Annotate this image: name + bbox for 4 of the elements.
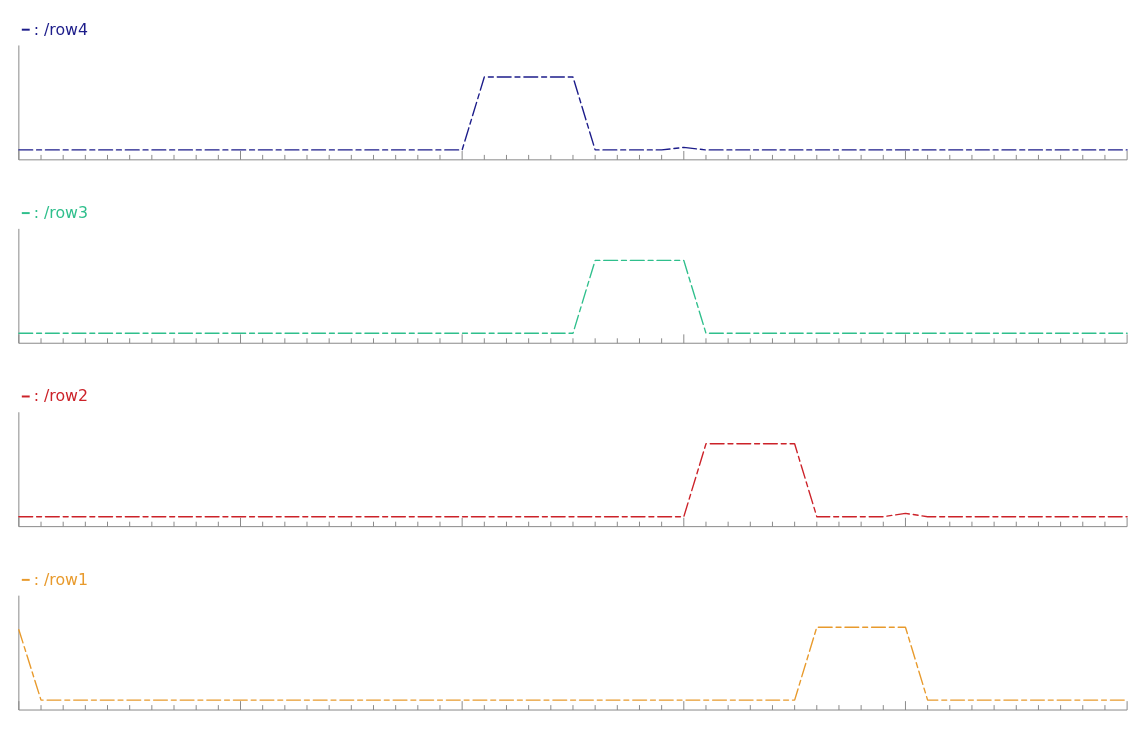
legend-label: : /row1 xyxy=(33,569,88,589)
legend-label: : /row2 xyxy=(33,386,88,406)
legend-label: : /row4 xyxy=(33,19,88,39)
legend-label: : /row3 xyxy=(33,203,88,223)
